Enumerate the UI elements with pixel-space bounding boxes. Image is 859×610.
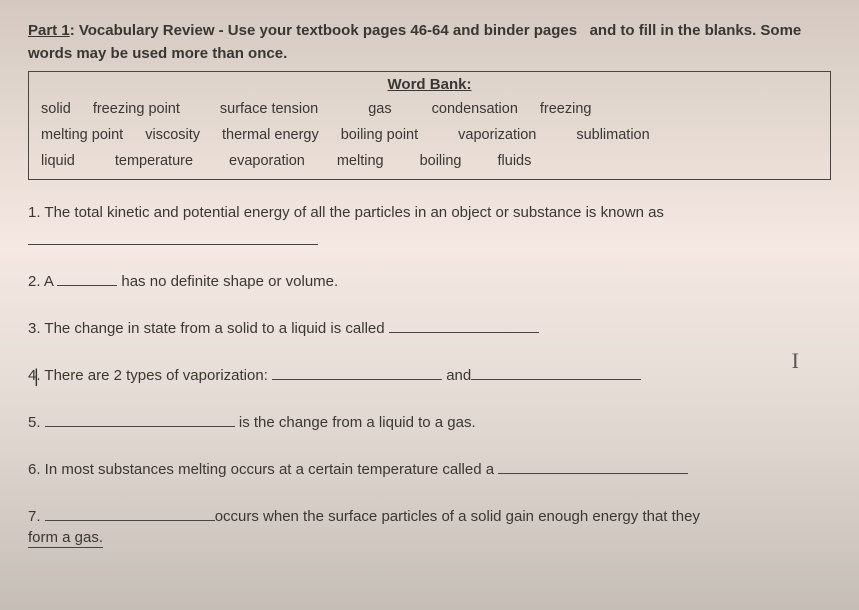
word-bank-row-2: melting point viscosity thermal energy b… <box>37 127 822 143</box>
question-text: form a gas. <box>28 529 103 548</box>
blank-line <box>498 459 688 474</box>
question-text: 3. The change in state from a solid to a… <box>28 320 389 337</box>
question-3: 3. The change in state from a solid to a… <box>28 318 831 339</box>
word-item: fluids <box>498 153 532 169</box>
word-item: condensation <box>432 101 518 117</box>
word-item: melting <box>337 153 384 169</box>
blank-line <box>389 318 539 333</box>
question-4: 4. There are 2 types of vaporization: an… <box>28 365 831 386</box>
question-1: 1. The total kinetic and potential energ… <box>28 202 831 245</box>
question-2: 2. A has no definite shape or volume. <box>28 271 831 292</box>
word-item: freezing point <box>93 101 180 117</box>
question-text: 4. There are 2 types of vaporization: <box>28 367 272 384</box>
instructions-text: : Vocabulary Review - Use your textbook … <box>28 22 801 62</box>
word-bank-box: Word Bank: solid freezing point surface … <box>28 71 831 180</box>
blank-line <box>471 365 641 380</box>
question-text: occurs when the surface particles of a s… <box>215 508 700 525</box>
blank-line <box>57 271 117 286</box>
word-item: vaporization <box>458 127 536 143</box>
question-6: 6. In most substances melting occurs at … <box>28 459 831 480</box>
question-text: 6. In most substances melting occurs at … <box>28 461 498 478</box>
blank-line <box>45 412 235 427</box>
word-bank-row-1: solid freezing point surface tension gas… <box>37 101 822 117</box>
word-item: solid <box>41 101 71 117</box>
word-item: boiling point <box>341 127 418 143</box>
question-text: 2. A <box>28 273 57 290</box>
question-text: is the change from a liquid to a gas. <box>235 414 476 431</box>
text-cursor-icon: I <box>792 348 799 374</box>
word-bank-row-3: liquid temperature evaporation melting b… <box>37 153 822 169</box>
word-item: freezing <box>540 101 592 117</box>
question-7-continued: form a gas. <box>28 529 831 548</box>
word-item: liquid <box>41 153 75 169</box>
question-text: and <box>442 367 471 384</box>
word-item: evaporation <box>229 153 305 169</box>
part-instructions: Part 1: Vocabulary Review - Use your tex… <box>28 20 831 65</box>
word-item: boiling <box>420 153 462 169</box>
question-text: 1. The total kinetic and potential energ… <box>28 204 664 221</box>
question-text: has no definite shape or volume. <box>117 273 338 290</box>
question-5: 5. is the change from a liquid to a gas. <box>28 412 831 433</box>
question-text: 5. <box>28 414 45 431</box>
part-label: Part 1 <box>28 22 70 39</box>
word-item: melting point <box>41 127 123 143</box>
blank-line <box>45 506 215 521</box>
word-item: gas <box>368 101 391 117</box>
question-7: 7. occurs when the surface particles of … <box>28 506 831 527</box>
question-text: 7. <box>28 508 45 525</box>
word-item: surface tension <box>220 101 318 117</box>
blank-line <box>28 227 318 245</box>
caret-icon: | <box>34 366 39 387</box>
blank-line <box>272 365 442 380</box>
word-bank-title: Word Bank: <box>37 76 822 93</box>
word-item: viscosity <box>145 127 200 143</box>
word-item: temperature <box>115 153 193 169</box>
word-item: sublimation <box>576 127 649 143</box>
word-item: thermal energy <box>222 127 319 143</box>
